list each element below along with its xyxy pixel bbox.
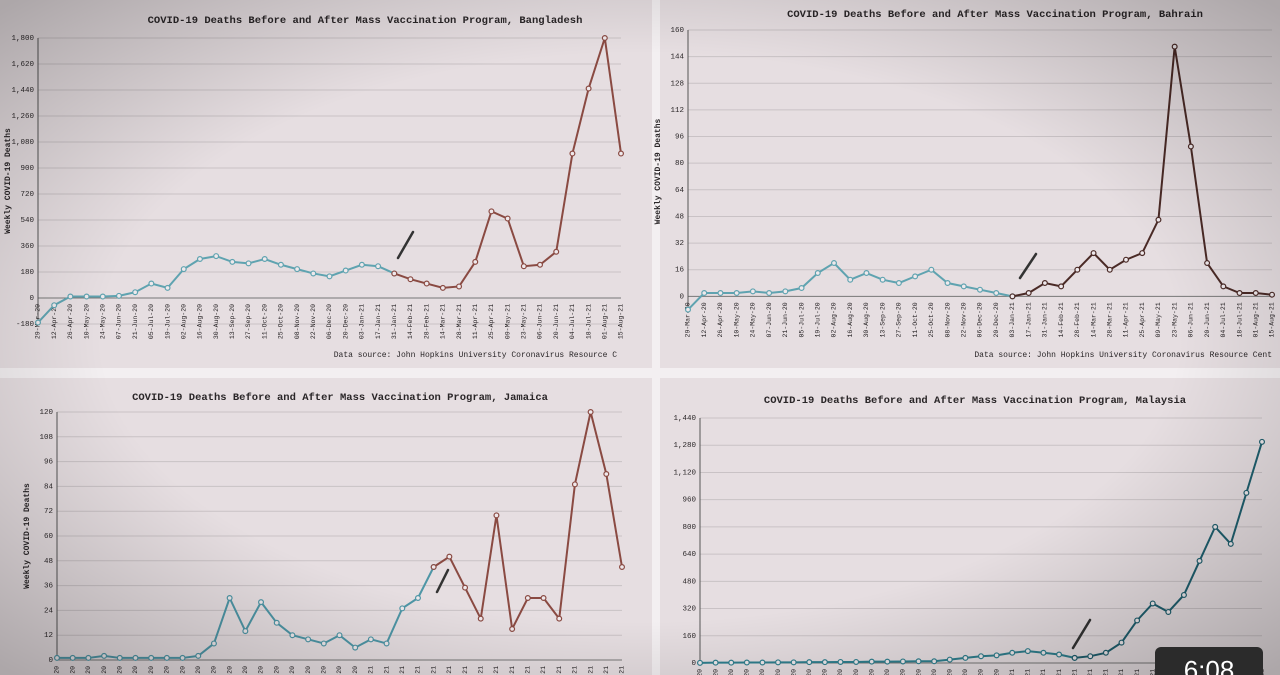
timestamp: 6:08 — [1184, 655, 1235, 675]
timestamp-box — [1155, 647, 1263, 675]
